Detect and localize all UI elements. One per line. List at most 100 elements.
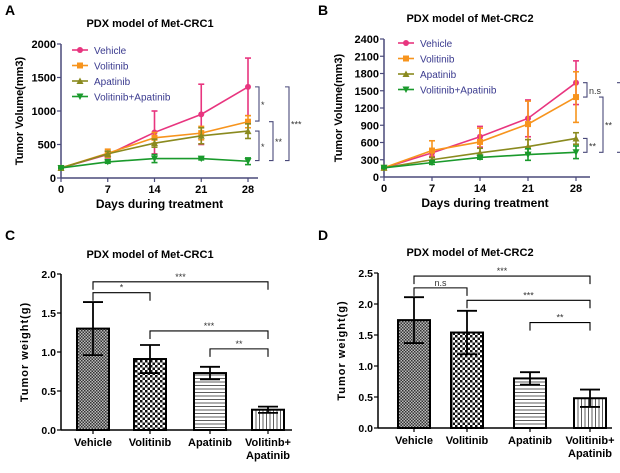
x-tick-label: 0: [58, 184, 64, 196]
y-tick-label: 900: [361, 120, 379, 132]
data-point: [245, 83, 251, 90]
legend-item: Apatinib: [72, 77, 131, 88]
x-tick-label: Volitinib: [446, 435, 489, 447]
x-tick-label: 7: [105, 184, 111, 196]
x-tick-label: 21: [522, 183, 534, 195]
legend-item: Apatinib: [398, 70, 457, 81]
y-tick-label: 2100: [355, 51, 379, 63]
x-tick-label: Volitinb+: [245, 437, 291, 449]
data-point: [572, 134, 580, 142]
significance-label: **: [556, 313, 564, 323]
y-tick-label: 0.0: [358, 423, 373, 435]
significance-label: ***: [175, 272, 186, 282]
significance-bracket: [209, 348, 269, 357]
significance-bracket: [285, 86, 290, 162]
significance-bracket: [617, 82, 620, 153]
y-tick-label: 2000: [32, 39, 56, 51]
legend-marker: [403, 40, 409, 46]
bar-group: [76, 301, 110, 432]
significance-bracket: [583, 137, 588, 153]
y-tick-label: 1500: [355, 86, 379, 98]
significance-label: **: [605, 121, 613, 131]
panel-d: D PDX model of Met-CRC2 0.0 0.5 1.0 1.5 2.0 2.5…: [318, 227, 615, 460]
significance-label: **: [275, 137, 283, 147]
significance-bracket: [92, 281, 269, 290]
data-point: [524, 143, 532, 150]
bar-group: [251, 405, 285, 432]
data-point: [151, 134, 158, 141]
significance-label: n.s: [434, 278, 447, 288]
bar: [513, 377, 547, 429]
bar-group: [573, 388, 607, 429]
y-tick-label: 1800: [355, 69, 379, 81]
significance-label: ***: [204, 321, 215, 331]
legend-label: Volitinib: [420, 55, 455, 66]
data-point: [525, 121, 531, 128]
legend-marker: [76, 77, 84, 84]
legend-item: Volitinib+Apatinib: [398, 86, 497, 97]
data-point: [197, 132, 205, 139]
significance-label: *: [120, 283, 124, 293]
significance-label: ***: [497, 266, 508, 276]
data-point: [380, 164, 388, 172]
y-tick-label: 0.0: [41, 425, 56, 437]
x-tick-label: Vehicle: [74, 437, 112, 449]
data-point: [476, 154, 484, 161]
legend-label: Apatinib: [420, 70, 457, 81]
legend-label: Vehicle: [420, 39, 453, 50]
data-point: [244, 127, 252, 135]
y-tick-label: 1.0: [358, 361, 373, 373]
data-point: [104, 150, 112, 157]
y-tick-label: 0.5: [41, 386, 56, 398]
y-tick-label: 2.5: [358, 268, 373, 280]
data-point: [245, 118, 251, 125]
bar-group: [513, 371, 547, 429]
x-tick-label: 14: [148, 184, 161, 196]
bar-group: [397, 296, 431, 429]
x-tick-label: Apatinib: [246, 450, 290, 462]
legend-label: Volitinib+Apatinib: [420, 86, 497, 97]
significance-label: *: [261, 100, 265, 110]
significance-bracket: [255, 130, 260, 162]
significance-bracket: [466, 299, 591, 309]
y-tick-label: 0: [373, 172, 379, 184]
panel-c: C PDX model of Met-CRC1 0.0 0.5 1.0 1.5 2.0 Tum…: [5, 227, 292, 462]
x-tick-label: Vehicle: [395, 435, 433, 447]
x-tick-label: Apatinib: [188, 437, 232, 449]
x-tick-label: Apatinib: [508, 435, 552, 447]
significance-bracket: [599, 96, 604, 153]
y-tick-label: 1.5: [41, 308, 56, 320]
panel-a: A PDX model of Met-CRC1 0 500 1000 1500 2000 Tu…: [5, 2, 302, 211]
bar: [193, 372, 227, 431]
series-volitinib-apatinib: [380, 145, 580, 172]
y-tick-label: 600: [361, 138, 379, 150]
y-axis-label: Tumor Volume(mm3): [333, 53, 345, 162]
x-tick-label: Volitinib+: [566, 435, 615, 447]
y-tick-label: 2400: [355, 34, 379, 46]
bar-group: [193, 365, 227, 431]
legend-marker: [77, 47, 83, 53]
significance-bracket: [255, 86, 260, 122]
significance-bracket: [413, 275, 591, 285]
significance-label: **: [235, 339, 243, 349]
legend-label: Volitinib: [94, 62, 129, 73]
legend-label: Apatinib: [94, 77, 131, 88]
chart-title: PDX model of Met-CRC1: [86, 249, 213, 261]
data-point: [573, 94, 579, 101]
legend-item: Vehicle: [398, 39, 453, 50]
chart-title: PDX model of Met-CRC2: [406, 247, 533, 259]
significance-label: n.s: [589, 86, 602, 96]
panel-letter: A: [5, 2, 15, 18]
significance-bracket: [269, 121, 274, 162]
legend-item: Vehicle: [72, 46, 127, 57]
chart-title: PDX model of Met-CRC2: [406, 13, 533, 25]
panel-b: B PDX model of Met-CRC2 0 300 600 900 1200 1500…: [318, 2, 620, 210]
data-point: [428, 159, 436, 167]
y-tick-label: 1.5: [358, 330, 373, 342]
data-point: [57, 164, 65, 172]
significance-bracket: [529, 322, 591, 331]
y-tick-label: 1.0: [41, 347, 56, 359]
data-point: [151, 155, 158, 163]
legend-marker: [402, 86, 410, 93]
data-point: [524, 151, 532, 159]
